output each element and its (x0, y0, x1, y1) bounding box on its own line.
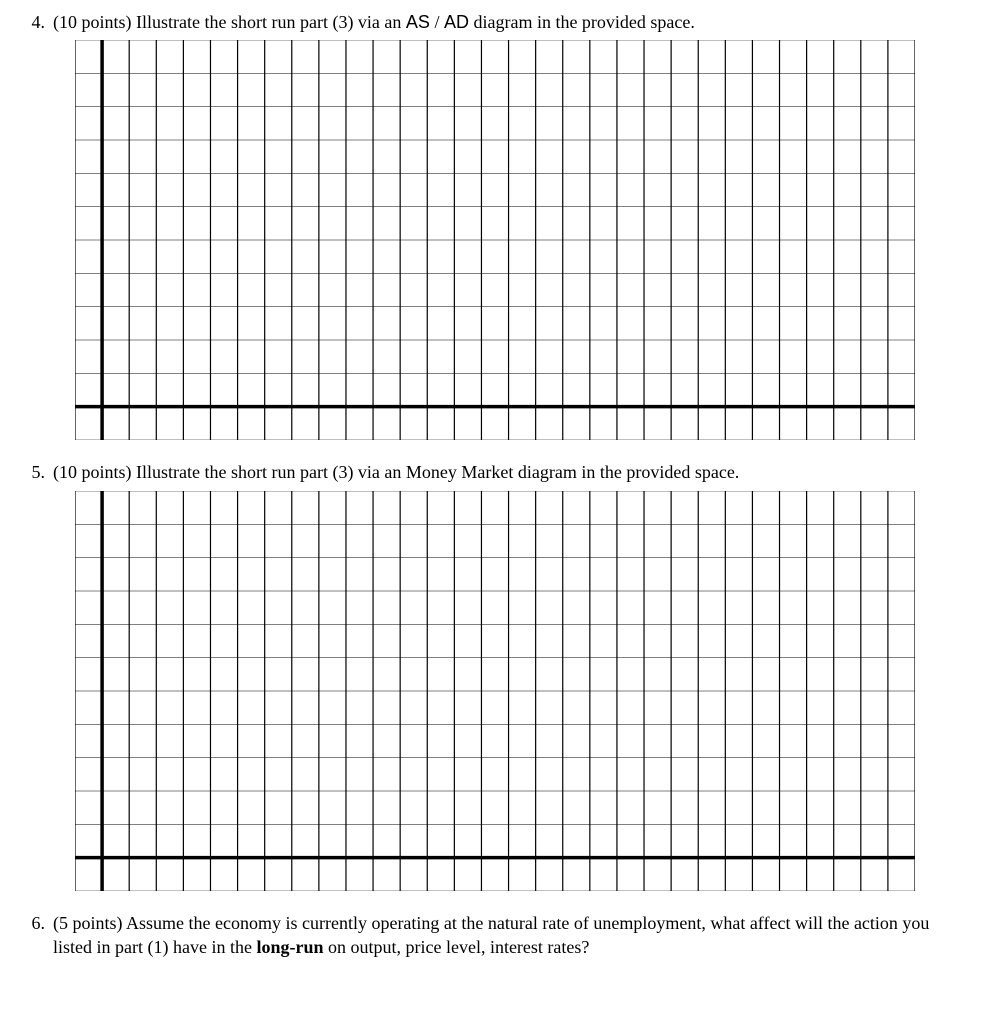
q4-slash: / (430, 12, 444, 32)
q4-ad: AD (444, 12, 469, 32)
question-4-text: (10 points) Illustrate the short run par… (53, 10, 957, 34)
grid-chart-4 (75, 40, 915, 440)
question-6-number: 6. (25, 911, 53, 935)
q4-as: AS (406, 12, 430, 32)
chart-4-container (75, 40, 957, 440)
question-5-text: (10 points) Illustrate the short run par… (53, 460, 957, 484)
question-4-number: 4. (25, 10, 53, 34)
q4-points: (10 points) (53, 12, 132, 32)
question-5-number: 5. (25, 460, 53, 484)
question-4: 4. (10 points) Illustrate the short run … (25, 10, 957, 440)
q4-t2: diagram in the provided space. (469, 12, 695, 32)
question-6-row: 6. (5 points) Assume the economy is curr… (25, 911, 957, 960)
question-5-row: 5. (10 points) Illustrate the short run … (25, 460, 957, 484)
grid-chart-5 (75, 491, 915, 891)
question-6: 6. (5 points) Assume the economy is curr… (25, 911, 957, 960)
q6-t2: on output, price level, interest rates? (323, 937, 589, 957)
question-4-row: 4. (10 points) Illustrate the short run … (25, 10, 957, 34)
question-6-text: (5 points) Assume the economy is current… (53, 911, 957, 960)
q6-points: (5 points) (53, 913, 123, 933)
q4-t1: Illustrate the short run part (3) via an (132, 12, 406, 32)
question-5: 5. (10 points) Illustrate the short run … (25, 460, 957, 890)
q5-points: (10 points) (53, 462, 132, 482)
q6-bold: long-run (256, 937, 323, 957)
q5-body: Illustrate the short run part (3) via an… (132, 462, 740, 482)
chart-5-container (75, 491, 957, 891)
